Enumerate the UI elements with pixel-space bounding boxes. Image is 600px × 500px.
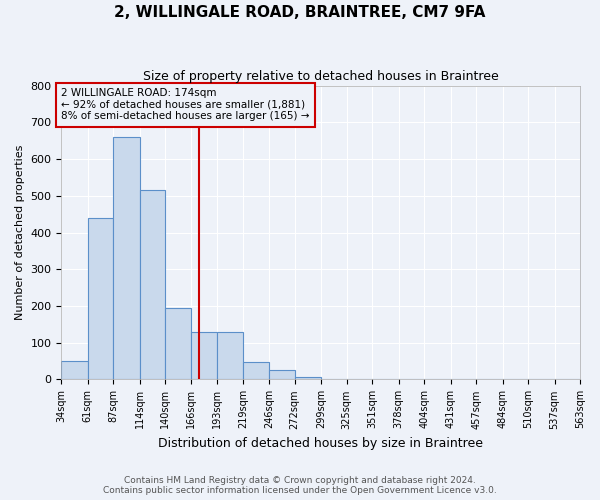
Bar xyxy=(88,218,113,380)
Y-axis label: Number of detached properties: Number of detached properties xyxy=(15,145,25,320)
Bar xyxy=(217,332,243,380)
Title: Size of property relative to detached houses in Braintree: Size of property relative to detached ho… xyxy=(143,70,499,83)
Bar xyxy=(295,376,321,380)
Bar xyxy=(61,361,88,380)
Bar xyxy=(140,190,166,380)
Text: Contains HM Land Registry data © Crown copyright and database right 2024.
Contai: Contains HM Land Registry data © Crown c… xyxy=(103,476,497,495)
X-axis label: Distribution of detached houses by size in Braintree: Distribution of detached houses by size … xyxy=(158,437,483,450)
Bar xyxy=(191,332,217,380)
Bar xyxy=(243,362,269,380)
Text: 2, WILLINGALE ROAD, BRAINTREE, CM7 9FA: 2, WILLINGALE ROAD, BRAINTREE, CM7 9FA xyxy=(115,5,485,20)
Text: 2 WILLINGALE ROAD: 174sqm
← 92% of detached houses are smaller (1,881)
8% of sem: 2 WILLINGALE ROAD: 174sqm ← 92% of detac… xyxy=(61,88,310,122)
Bar xyxy=(113,137,140,380)
Bar xyxy=(166,308,191,380)
Bar xyxy=(269,370,295,380)
